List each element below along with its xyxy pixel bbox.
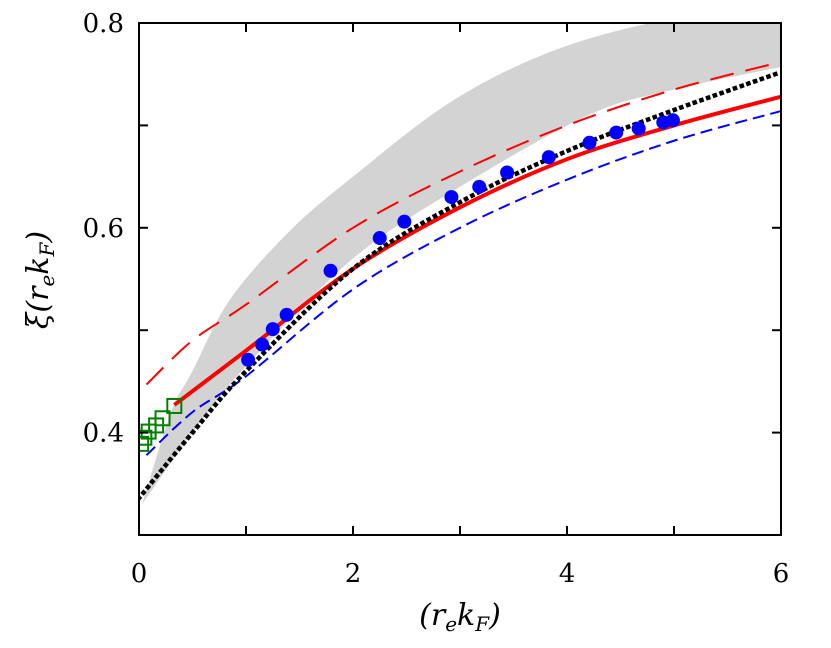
- data-point-blue-circle: [631, 121, 646, 136]
- data-point-blue-circle: [472, 179, 487, 194]
- data-point-blue-circle: [609, 125, 624, 140]
- data-point-blue-circle: [444, 190, 459, 205]
- data-point-blue-circle: [500, 165, 515, 180]
- data-point-blue-circle: [582, 135, 597, 150]
- y-tick-label: 0.6: [83, 214, 124, 244]
- ticks: [138, 22, 782, 536]
- series-red-long-dashed: [145, 60, 781, 386]
- x-tick-label: 2: [345, 559, 362, 589]
- data-point-green-square: [154, 410, 171, 427]
- data-point-blue-circle: [665, 113, 680, 128]
- y-tick-label: 0.8: [83, 9, 124, 39]
- data-point-green-square: [166, 397, 183, 414]
- series-blue-dashed: [145, 110, 781, 456]
- y-axis-label: ξ(rekF): [21, 231, 59, 329]
- x-tick-label: 6: [773, 559, 790, 589]
- data-point-blue-circle: [241, 352, 256, 367]
- data-point-blue-circle: [323, 263, 338, 278]
- series-black-dotted: [139, 69, 781, 502]
- data-point-blue-circle: [279, 307, 294, 322]
- data-point-blue-circle: [265, 322, 280, 337]
- data-point-blue-circle: [255, 337, 270, 352]
- data-point-blue-circle: [372, 231, 387, 246]
- x-tick-label: 0: [131, 559, 148, 589]
- data-point-blue-circle: [397, 214, 412, 229]
- x-axis-label: (rekF): [419, 598, 501, 636]
- x-tick-label: 4: [559, 559, 576, 589]
- plot-area: [139, 23, 781, 505]
- data-point-blue-circle: [541, 150, 556, 165]
- y-tick-label: 0.4: [83, 419, 124, 449]
- uncertainty-band: [142, 23, 781, 505]
